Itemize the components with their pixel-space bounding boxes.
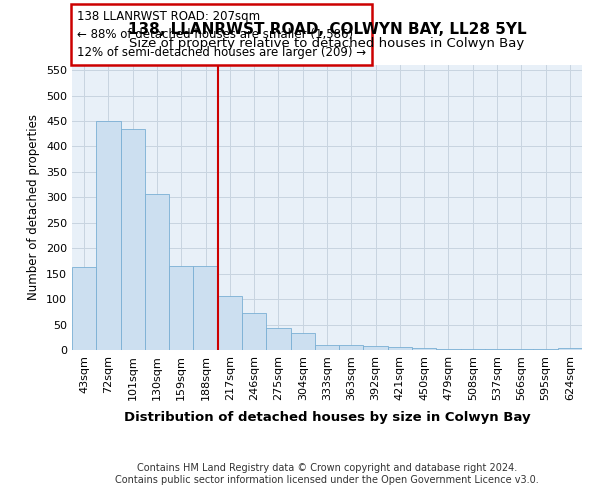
Bar (436, 349, 461, 350)
Bar (96, 121, 121, 350)
Bar (558, 348, 582, 350)
Bar (193, 266, 218, 350)
Y-axis label: Number of detached properties: Number of detached properties (28, 114, 40, 300)
Text: Contains HM Land Registry data © Crown copyright and database right 2024.
Contai: Contains HM Land Registry data © Crown c… (115, 464, 539, 485)
Bar (364, 346, 388, 350)
Bar (290, 333, 315, 350)
Bar (218, 296, 242, 350)
Bar (121, 128, 145, 350)
Text: Size of property relative to detached houses in Colwyn Bay: Size of property relative to detached ho… (130, 38, 524, 51)
Bar (388, 348, 412, 350)
Bar (266, 328, 290, 350)
Bar (145, 194, 169, 350)
Bar (72, 267, 96, 350)
Text: 138, LLANRWST ROAD, COLWYN BAY, LL28 5YL: 138, LLANRWST ROAD, COLWYN BAY, LL28 5YL (128, 22, 526, 38)
Bar (242, 313, 266, 350)
X-axis label: Distribution of detached houses by size in Colwyn Bay: Distribution of detached houses by size … (124, 411, 530, 424)
Bar (169, 266, 193, 350)
Bar (315, 345, 339, 350)
Bar (339, 345, 364, 350)
Text: 138 LLANRWST ROAD: 207sqm
← 88% of detached houses are smaller (1,586)
12% of se: 138 LLANRWST ROAD: 207sqm ← 88% of detac… (77, 10, 366, 59)
Bar (412, 348, 436, 350)
Bar (461, 349, 485, 350)
